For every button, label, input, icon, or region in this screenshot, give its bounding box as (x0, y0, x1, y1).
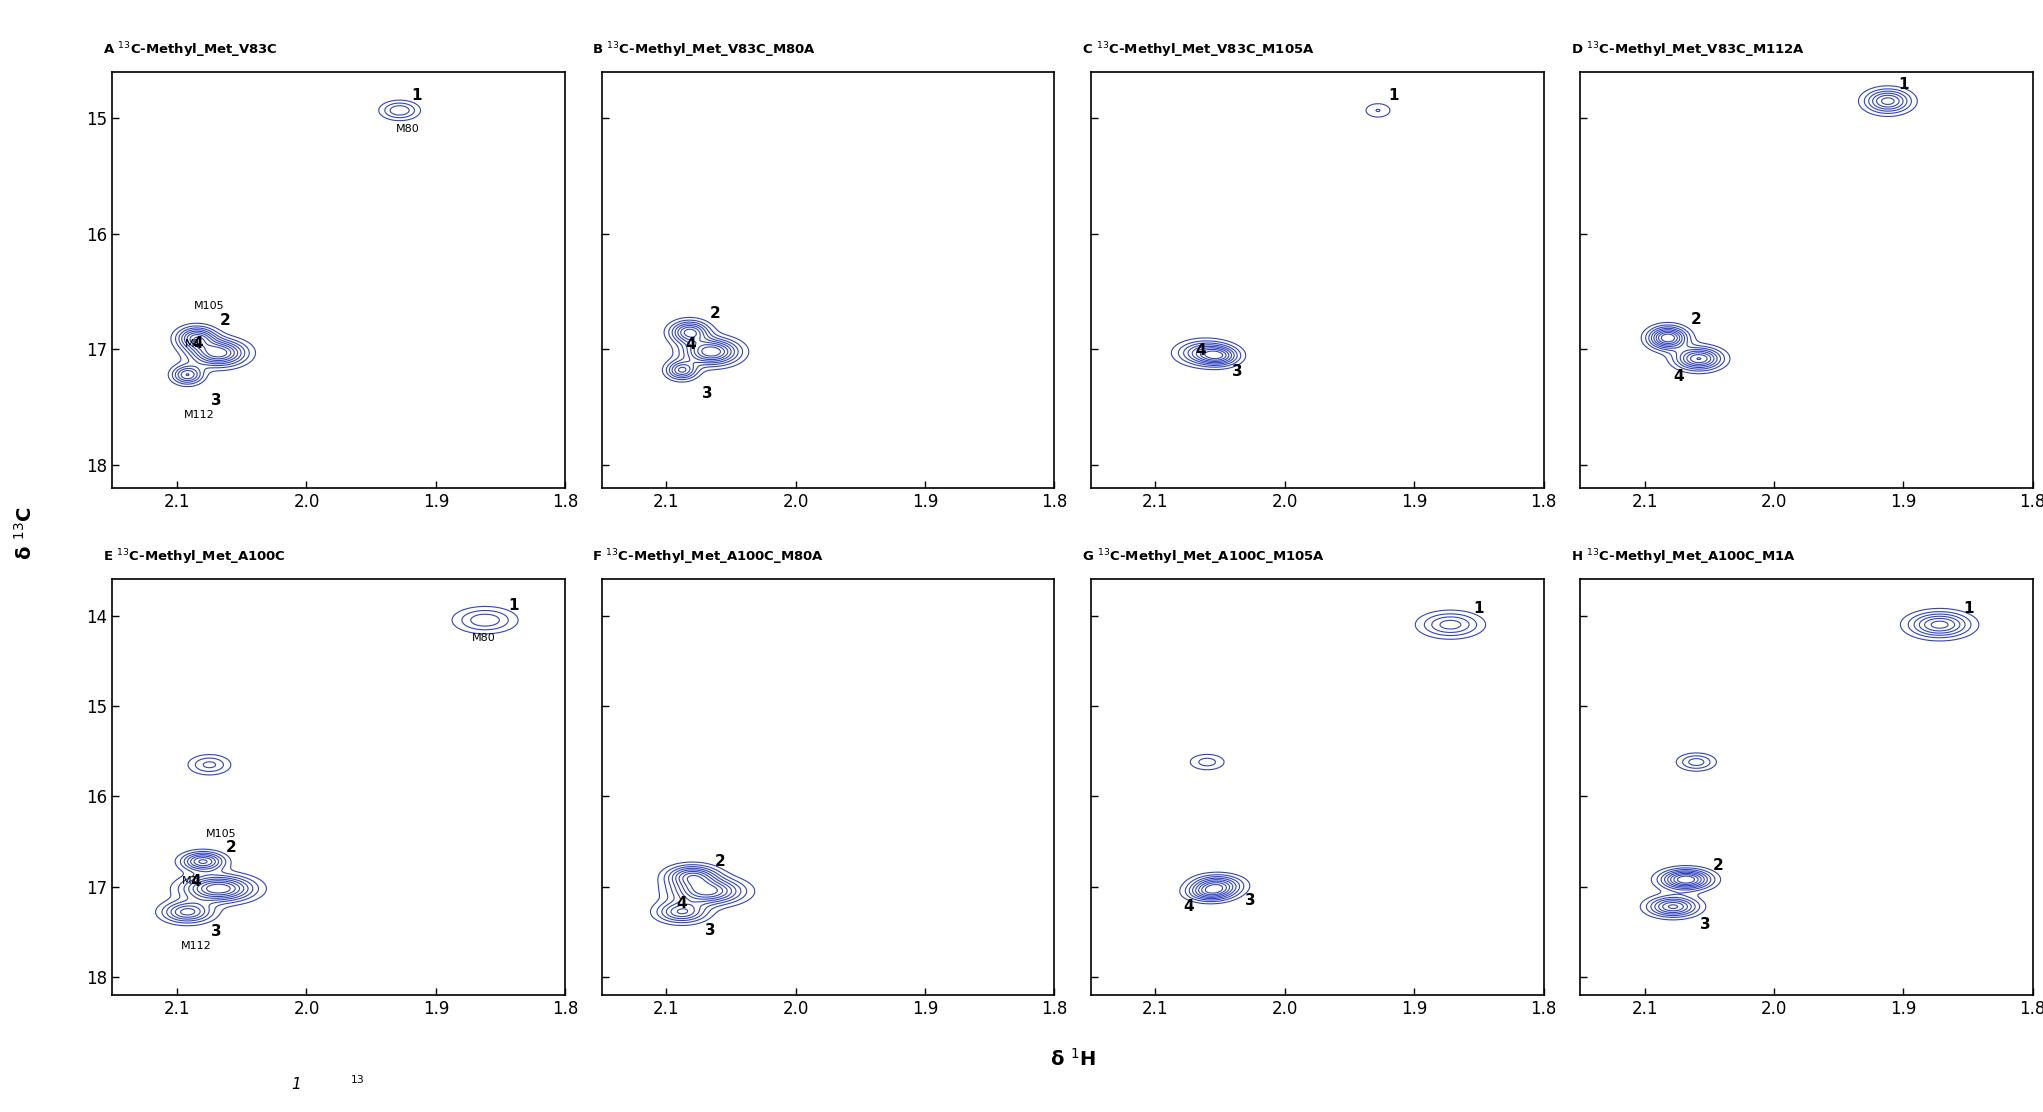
Text: M112: M112 (184, 410, 215, 420)
Text: 1: 1 (1473, 600, 1483, 616)
Text: D $^{13}$C-Methyl_Met_V83C_M112A: D $^{13}$C-Methyl_Met_V83C_M112A (1571, 40, 1804, 60)
Text: 4: 4 (676, 896, 686, 912)
Text: 2: 2 (1712, 857, 1724, 873)
Text: 4: 4 (1195, 344, 1205, 358)
Text: 1: 1 (411, 88, 421, 103)
Text: M80: M80 (396, 123, 419, 133)
Text: 3: 3 (703, 386, 713, 400)
Text: 3: 3 (705, 923, 715, 937)
Text: $^{13}$: $^{13}$ (349, 1076, 366, 1092)
Text: δ $^{13}$C: δ $^{13}$C (14, 507, 35, 560)
Text: 3: 3 (1700, 917, 1710, 932)
Text: M105: M105 (206, 830, 237, 840)
Text: M112: M112 (182, 942, 212, 952)
Text: 1: 1 (292, 1076, 300, 1092)
Text: M105: M105 (194, 300, 225, 310)
Text: 4: 4 (190, 874, 200, 888)
Text: 2: 2 (1692, 312, 1702, 327)
Text: 1: 1 (1898, 78, 1908, 92)
Text: δ $^{1}$H: δ $^{1}$H (1050, 1048, 1095, 1070)
Text: H $^{13}$C-Methyl_Met_A100C_M1A: H $^{13}$C-Methyl_Met_A100C_M1A (1571, 547, 1796, 567)
Text: 1: 1 (1963, 600, 1974, 616)
Text: 1: 1 (509, 598, 519, 613)
Text: 3: 3 (210, 924, 221, 940)
Text: 4: 4 (192, 336, 202, 351)
Text: 4: 4 (1183, 900, 1195, 914)
Text: 3: 3 (1244, 893, 1254, 907)
Text: 4: 4 (1673, 368, 1683, 384)
Text: B $^{13}$C-Methyl_Met_V83C_M80A: B $^{13}$C-Methyl_Met_V83C_M80A (592, 40, 817, 60)
Text: 1: 1 (1389, 88, 1399, 103)
Text: E $^{13}$C-Methyl_Met_A100C: E $^{13}$C-Methyl_Met_A100C (104, 547, 286, 567)
Text: F $^{13}$C-Methyl_Met_A100C_M80A: F $^{13}$C-Methyl_Met_A100C_M80A (592, 547, 825, 567)
Text: M1: M1 (182, 876, 198, 886)
Text: 3: 3 (210, 393, 221, 408)
Text: G $^{13}$C-Methyl_Met_A100C_M105A: G $^{13}$C-Methyl_Met_A100C_M105A (1081, 547, 1324, 567)
Text: 2: 2 (715, 854, 725, 868)
Text: C $^{13}$C-Methyl_Met_V83C_M105A: C $^{13}$C-Methyl_Met_V83C_M105A (1081, 40, 1314, 60)
Text: 4: 4 (686, 337, 697, 353)
Text: M1: M1 (184, 339, 202, 349)
Text: A $^{13}$C-Methyl_Met_V83C: A $^{13}$C-Methyl_Met_V83C (104, 40, 278, 60)
Text: 2: 2 (711, 306, 721, 321)
Text: 2: 2 (219, 314, 231, 328)
Text: 3: 3 (1232, 364, 1242, 379)
Text: M80: M80 (472, 633, 496, 643)
Text: 2: 2 (227, 840, 237, 854)
